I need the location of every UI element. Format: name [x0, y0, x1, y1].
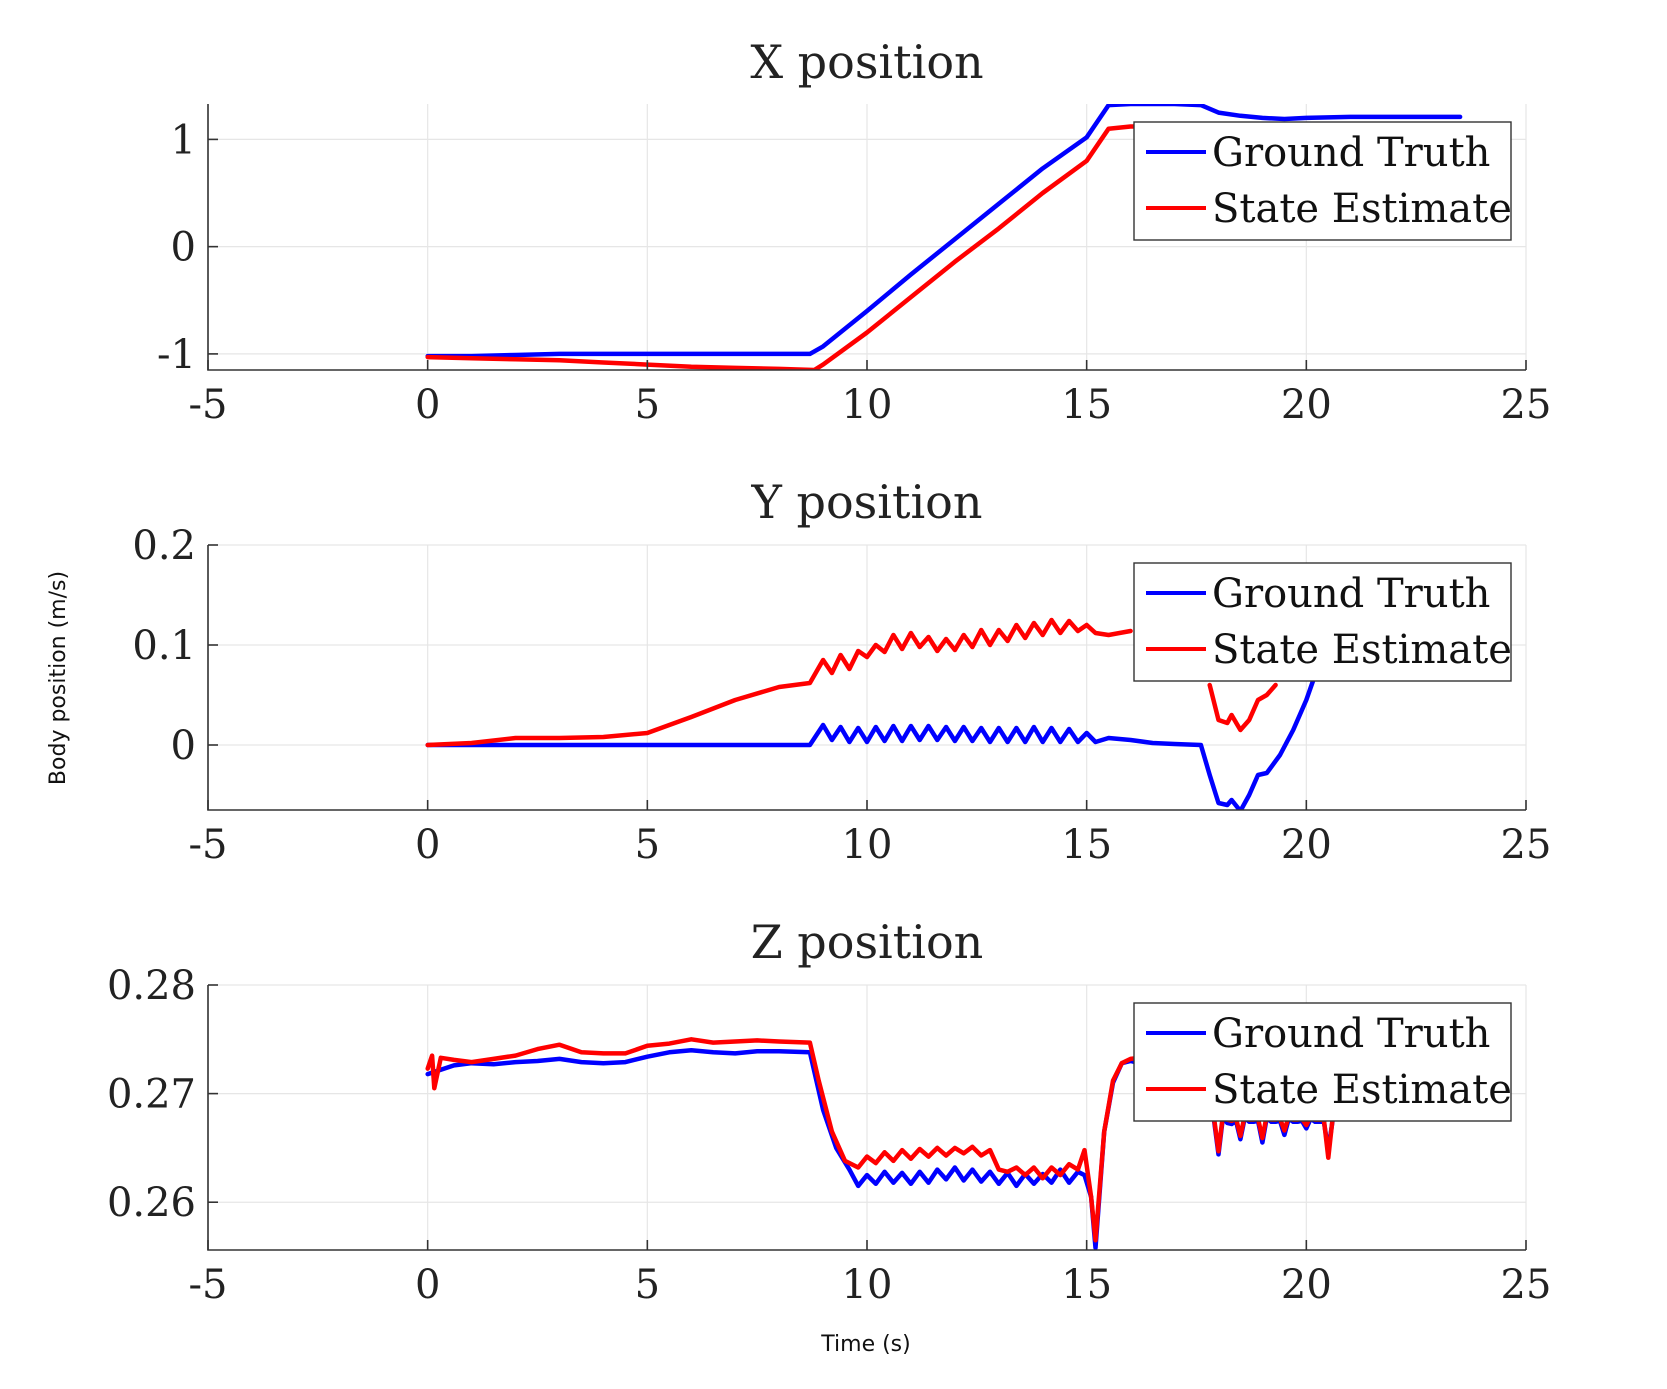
x-tick-label: 5 [635, 822, 660, 868]
x-tick-label: 0 [415, 382, 440, 428]
legend-label: State Estimate [1212, 186, 1512, 232]
x-tick-label: -5 [189, 1262, 228, 1308]
x-tick-label: 25 [1501, 822, 1552, 868]
series-line-state-estimate [425, 124, 1265, 370]
x-tick-label: 15 [1061, 382, 1112, 428]
legend-box [1133, 562, 1512, 682]
legend: Ground Truth State Estimate [1133, 562, 1512, 682]
x-tick-label: -5 [189, 822, 228, 868]
series-line-state-estimate [1207, 682, 1278, 733]
x-tick-label: 0 [415, 822, 440, 868]
legend-label: Ground Truth [1212, 1011, 1490, 1057]
subplot-title: Y position [751, 475, 983, 529]
y-tick-label: 0.27 [107, 1072, 196, 1118]
legend-label: State Estimate [1212, 627, 1512, 673]
y-axis-label: Body position (m/s) [46, 571, 71, 785]
x-tick-label: 20 [1281, 822, 1332, 868]
x-tick-label: 25 [1501, 382, 1552, 428]
series-line-ground-truth [425, 672, 1318, 810]
legend-label: Ground Truth [1212, 130, 1490, 176]
x-tick-label: 15 [1061, 822, 1112, 868]
y-tick-label: 1 [171, 117, 196, 163]
x-tick-label: 5 [635, 382, 660, 428]
legend-label: Ground Truth [1212, 571, 1490, 617]
y-tick-label: 0.2 [132, 523, 196, 569]
subplot-1: Y position -5 0 5 10 15 20 25 0 0.1 0.2 Ground Trut… [132, 475, 1551, 868]
y-tick-label: 0.26 [107, 1180, 196, 1226]
subplot-2: Z position -5 0 5 10 15 20 25 0.26 0.27 0.28 Ground… [107, 915, 1552, 1308]
x-tick-label: 25 [1501, 1262, 1552, 1308]
subplot-title: Z position [751, 915, 984, 969]
series-line-ground-truth [425, 1047, 1142, 1250]
series-line-state-estimate [425, 617, 1133, 748]
series-line-ground-truth [425, 104, 1463, 359]
y-tick-label: 0 [171, 225, 196, 271]
x-tick-label: 20 [1281, 1262, 1332, 1308]
legend-box [1133, 1002, 1512, 1122]
y-tick-label: 0 [171, 723, 196, 769]
x-tick-label: 0 [415, 1262, 440, 1308]
x-tick-label: 20 [1281, 382, 1332, 428]
legend: Ground Truth State Estimate [1133, 1002, 1512, 1122]
x-tick-label: 10 [842, 1262, 893, 1308]
y-tick-label: -1 [157, 332, 196, 378]
x-tick-label: -5 [189, 382, 228, 428]
x-tick-label: 15 [1061, 1262, 1112, 1308]
y-tick-label: 0.1 [132, 623, 196, 669]
x-axis-label: Time (s) [820, 1332, 910, 1357]
legend-box [1133, 121, 1512, 241]
subplot-title: X position [750, 35, 983, 89]
x-tick-label: 10 [842, 382, 893, 428]
legend-label: State Estimate [1212, 1067, 1512, 1113]
y-tick-label: 0.28 [107, 963, 196, 1009]
x-tick-label: 5 [635, 1262, 660, 1308]
subplot-0: X position -5 0 5 10 15 20 25 -1 0 1 Ground Truth St… [157, 35, 1551, 428]
series-line-state-estimate [425, 1037, 1142, 1243]
series-line-ground-truth [1211, 1115, 1335, 1157]
x-tick-label: 10 [842, 822, 893, 868]
legend: Ground Truth State Estimate [1133, 121, 1512, 241]
